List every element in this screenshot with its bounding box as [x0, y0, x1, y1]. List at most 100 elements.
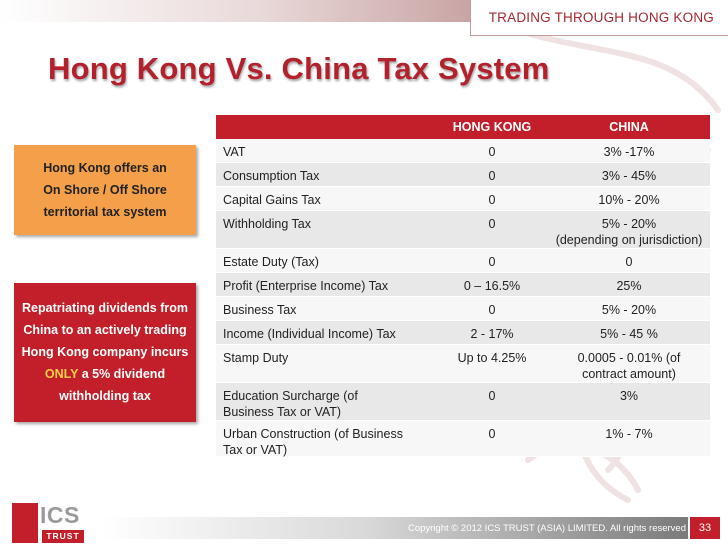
callout-line: China to an actively trading	[23, 323, 187, 337]
slide-title: Hong Kong Vs. China Tax System	[48, 51, 550, 86]
hong-kong-value: 0	[436, 168, 548, 186]
cell-text: 0	[625, 255, 633, 269]
cell-text: 0	[488, 427, 496, 441]
cell-text: Profit (Enterprise Income) Tax	[223, 279, 389, 293]
table-row: Estate Duty (Tax) 0 0	[216, 249, 710, 273]
page-number: 33	[690, 517, 720, 539]
china-value: 1% - 7%	[548, 426, 710, 456]
row-label: VAT	[216, 144, 436, 162]
china-value: 0	[548, 254, 710, 272]
cell-text: Urban Construction (of Business	[223, 427, 403, 441]
china-value: 5% - 20% (depending on jurisdiction)	[548, 216, 710, 248]
logo-square	[12, 503, 38, 543]
cell-text: 0 – 16.5%	[463, 279, 521, 293]
table-row: Education Surcharge (of Business Tax or V…	[216, 383, 710, 421]
cell-text: 0	[488, 303, 496, 317]
table-row: Consumption Tax 0 3% - 45%	[216, 163, 710, 187]
hong-kong-value: 0	[436, 254, 548, 272]
cell-text: Education Surcharge (of	[223, 389, 358, 403]
cell-text: 10% - 20%	[598, 193, 660, 207]
cell-text: Business Tax or VAT)	[223, 405, 342, 419]
callout-line: Hong Kong offers an	[43, 161, 167, 175]
cell-text: Withholding Tax	[223, 217, 312, 231]
table-row: Capital Gains Tax 0 10% - 20%	[216, 187, 710, 211]
row-label: Education Surcharge (of Business Tax or V…	[216, 388, 436, 420]
section-tag: TRADING THROUGH HONG KONG	[470, 0, 728, 36]
cell-text: Up to 4.25%	[457, 351, 527, 365]
header-hong-kong: HONG KONG	[452, 120, 532, 134]
table-row: Urban Construction (of Business Tax or VA…	[216, 421, 710, 457]
footer-bar	[100, 517, 688, 539]
table-body: VAT 0 3% -17% Consumption Tax 0 3% - 45% Capit…	[216, 139, 710, 457]
row-label: Stamp Duty	[216, 350, 436, 382]
china-value: 3% - 45%	[548, 168, 710, 186]
hong-kong-value: 0	[436, 388, 548, 420]
cell-text: 3%	[619, 389, 639, 403]
cell-text: 5% - 45 %	[600, 327, 658, 341]
hong-kong-value: Up to 4.25%	[436, 350, 548, 382]
table-row: Stamp Duty Up to 4.25% 0.0005 - 0.01% (of c…	[216, 345, 710, 383]
table-row: Withholding Tax 0 5% - 20% (depending on ju…	[216, 211, 710, 249]
china-value: 5% - 45 %	[548, 326, 710, 344]
cell-text: (depending on jurisdiction)	[555, 233, 703, 247]
cell-text: 2 - 17%	[470, 327, 514, 341]
cell-text: 5% - 20%	[601, 303, 657, 317]
hong-kong-value: 2 - 17%	[436, 326, 548, 344]
table-row: Income (Individual Income) Tax 2 - 17% 5% …	[216, 321, 710, 345]
cell-text: 0	[488, 255, 496, 269]
cell-text: contract amount)	[582, 367, 676, 381]
row-label: Urban Construction (of Business Tax or VA…	[216, 426, 436, 457]
cell-text: Capital Gains Tax	[223, 193, 321, 207]
cell-text: 0	[488, 145, 496, 159]
callout-line: withholding tax	[59, 389, 151, 403]
hong-kong-value: 0	[436, 144, 548, 162]
china-value: 3% -17%	[548, 144, 710, 162]
hong-kong-value: 0 – 16.5%	[436, 278, 548, 296]
row-label: Estate Duty (Tax)	[216, 254, 436, 272]
row-label: Consumption Tax	[216, 168, 436, 186]
cell-text: 0	[488, 169, 496, 183]
china-value: 0.0005 - 0.01% (of contract amount)	[548, 350, 710, 382]
cell-text: Income (Individual Income) Tax	[223, 327, 396, 341]
china-value: 10% - 20%	[548, 192, 710, 210]
cell-text: Estate Duty (Tax)	[223, 255, 319, 269]
cell-text: VAT	[223, 145, 246, 159]
hong-kong-value: 0	[436, 426, 548, 456]
logo-trust-text: TRUST	[42, 530, 84, 543]
callout-line: territorial tax system	[43, 205, 167, 219]
dividend-callout: Repatriating dividends from China to an …	[14, 283, 196, 422]
callout-line-rest: a 5% dividend	[78, 367, 166, 381]
cell-text: Tax or VAT)	[223, 443, 288, 457]
china-value: 25%	[548, 278, 710, 296]
hong-kong-value: 0	[436, 192, 548, 210]
row-label: Business Tax	[216, 302, 436, 320]
ics-trust-logo: ICS TRUST	[12, 503, 84, 543]
cell-text: 0	[488, 217, 496, 231]
cell-text: 25%	[616, 279, 642, 293]
table-row: VAT 0 3% -17%	[216, 139, 710, 163]
territorial-tax-callout: Hong Kong offers an On Shore / Off Shore…	[14, 145, 196, 235]
tax-comparison-table: HONG KONG CHINA VAT 0 3% -17% Consumption T…	[216, 115, 710, 457]
table-row: Business Tax 0 5% - 20%	[216, 297, 710, 321]
cell-text: 0	[488, 193, 496, 207]
hong-kong-value: 0	[436, 216, 548, 248]
hong-kong-value: 0	[436, 302, 548, 320]
cell-text: 0	[488, 389, 496, 403]
cell-text: Stamp Duty	[223, 351, 289, 365]
china-value: 3%	[548, 388, 710, 420]
row-label: Profit (Enterprise Income) Tax	[216, 278, 436, 296]
row-label: Capital Gains Tax	[216, 192, 436, 210]
section-tag-label: TRADING THROUGH HONG KONG	[488, 10, 714, 25]
cell-text: 5% - 20%	[601, 217, 657, 231]
cell-text: 3% -17%	[603, 145, 655, 159]
callout-line: Hong Kong company incurs	[21, 345, 189, 359]
header-china: CHINA	[609, 120, 649, 134]
logo-ics-text: ICS	[40, 502, 80, 528]
header-label	[216, 115, 436, 139]
callout-line: Repatriating dividends from	[22, 301, 188, 315]
callout-line: On Shore / Off Shore	[43, 183, 167, 197]
cell-text: 1% - 7%	[605, 427, 653, 441]
row-label: Withholding Tax	[216, 216, 436, 248]
cell-text: 3% - 45%	[601, 169, 657, 183]
china-value: 5% - 20%	[548, 302, 710, 320]
